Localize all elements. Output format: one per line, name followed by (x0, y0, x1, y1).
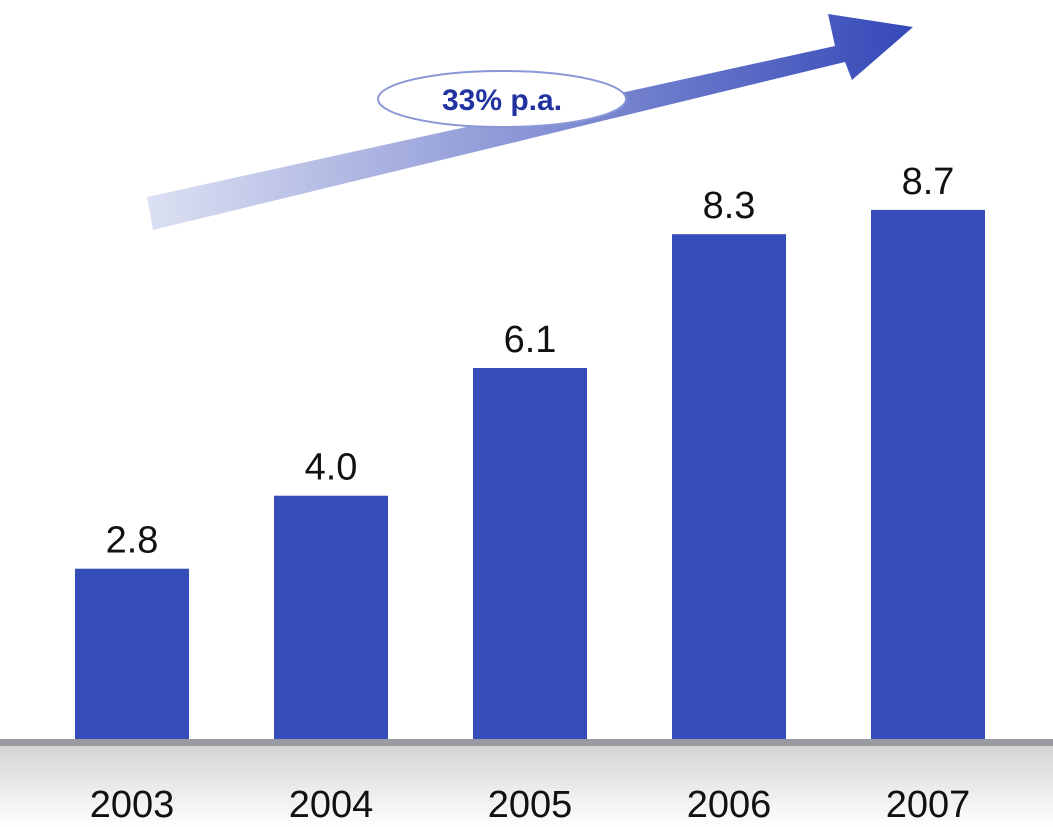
value-label-2003: 2.8 (106, 520, 159, 562)
bars-group (75, 209, 985, 739)
bar-2005 (473, 368, 587, 739)
growth-rate-label: 33% p.a. (442, 84, 562, 117)
x-axis-baseline (0, 739, 1053, 746)
x-tick-label-2003: 2003 (90, 784, 175, 826)
value-label-2007: 8.7 (902, 161, 955, 203)
value-labels-group: 2.8 4.0 6.1 8.3 8.7 (106, 161, 955, 562)
bar-2007 (871, 209, 985, 739)
bar-2004 (274, 495, 388, 739)
value-label-2006: 8.3 (703, 185, 756, 227)
bar-2006 (672, 234, 786, 739)
x-tick-label-2007: 2007 (886, 784, 971, 826)
x-axis-labels-group: 2003 2004 2005 2006 2007 (90, 784, 971, 826)
x-tick-label-2005: 2005 (488, 784, 573, 826)
bar-2003 (75, 568, 189, 739)
x-tick-label-2006: 2006 (687, 784, 772, 826)
growth-badge: 33% p.a. (377, 70, 627, 128)
value-label-2004: 4.0 (305, 447, 358, 489)
x-tick-label-2004: 2004 (289, 784, 374, 826)
value-label-2005: 6.1 (504, 319, 557, 361)
axis-floor (0, 745, 1053, 827)
